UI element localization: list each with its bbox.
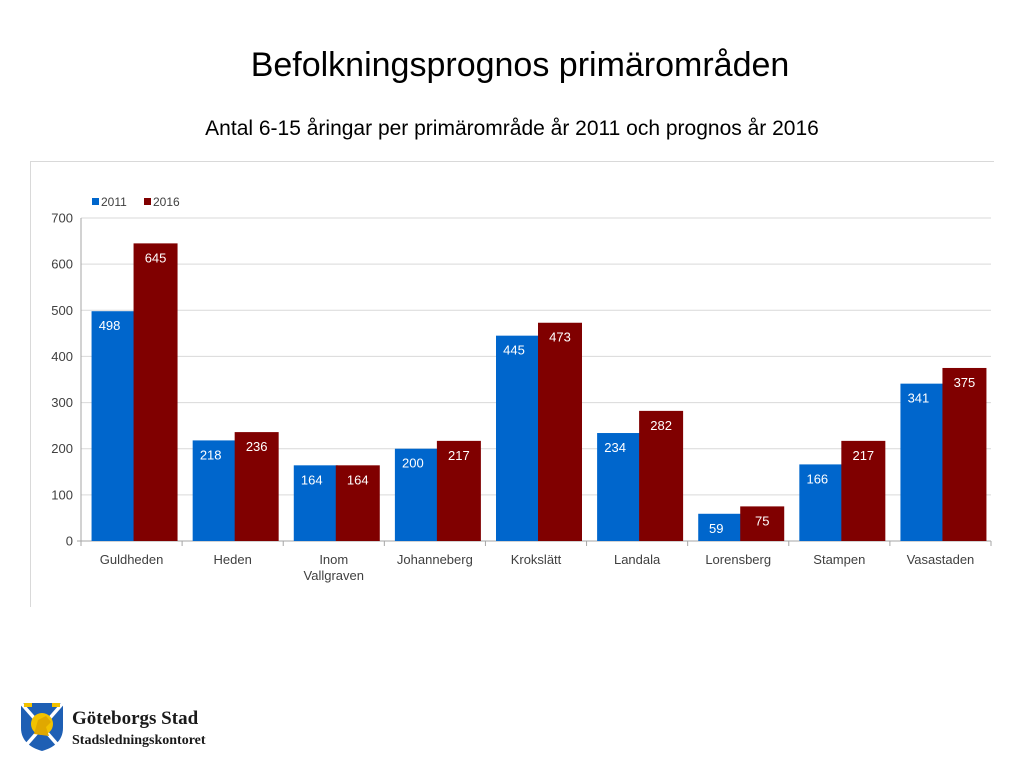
data-label: 282	[650, 418, 672, 433]
data-label: 75	[755, 513, 769, 528]
bar-2011	[900, 383, 945, 541]
y-tick-label: 500	[51, 303, 73, 318]
bar-2011	[293, 465, 338, 541]
x-tick-label: Stampen	[813, 552, 865, 567]
data-label: 645	[145, 250, 167, 265]
legend-swatch	[144, 198, 151, 205]
bar-2011	[91, 311, 136, 541]
x-tick-label: Lorensberg	[705, 552, 771, 567]
data-label: 166	[806, 471, 828, 486]
legend-label: 2011	[101, 195, 127, 209]
bar-chart: 0 100 200 300 400 500 600 700 498 645 Guldheden 218…	[51, 195, 992, 583]
x-tick-label: Krokslätt	[511, 552, 562, 567]
y-tick-label: 400	[51, 349, 73, 364]
legend-swatch	[92, 198, 99, 205]
bar-2016	[942, 367, 987, 541]
x-tick-label: Vallgraven	[304, 568, 364, 583]
chart-frame: 0 100 200 300 400 500 600 700 498 645 Guldheden 218…	[30, 161, 994, 607]
bar-2011	[192, 440, 237, 541]
data-label: 217	[448, 448, 470, 463]
org-department: Stadsledningskontoret	[72, 733, 206, 748]
y-tick-label: 0	[66, 534, 73, 549]
y-tick-label: 100	[51, 487, 73, 502]
bar-2016	[133, 243, 178, 541]
data-label: 218	[200, 447, 222, 462]
bar-2016	[639, 410, 684, 541]
data-label: 236	[246, 439, 268, 454]
bar-2011	[394, 448, 439, 541]
legend-label: 2016	[153, 195, 180, 209]
data-label: 498	[99, 318, 121, 333]
data-label: 341	[908, 391, 930, 406]
bar-2011	[496, 335, 540, 541]
org-name: Göteborgs Stad	[72, 708, 199, 729]
x-tick-label: Guldheden	[100, 552, 164, 567]
bar-2011	[597, 433, 642, 541]
y-tick-label: 600	[51, 257, 73, 272]
y-tick-label: 700	[51, 211, 73, 226]
data-label: 200	[402, 456, 424, 471]
bar-2011	[799, 464, 844, 541]
y-tick-label: 300	[51, 395, 73, 410]
slide-subtitle: Antal 6-15 åringar per primärområde år 2…	[205, 117, 819, 140]
x-tick-label: Landala	[614, 552, 661, 567]
data-label: 164	[301, 472, 323, 487]
bar-2016	[740, 506, 785, 541]
slide-title: Befolkningsprognos primärområden	[250, 46, 790, 84]
bar-2016	[335, 465, 380, 541]
bar-2016	[841, 440, 886, 541]
y-tick-label: 200	[51, 441, 73, 456]
gothenburg-coat-of-arms-logo	[19, 701, 65, 752]
data-label: 375	[954, 375, 976, 390]
data-label: 59	[709, 521, 723, 536]
x-tick-label: Vasastaden	[907, 552, 975, 567]
data-label: 164	[347, 472, 369, 487]
x-tick-label: Johanneberg	[397, 552, 473, 567]
x-tick-label: Inom	[319, 552, 348, 567]
data-label: 234	[604, 440, 626, 455]
bar-2016	[538, 322, 582, 541]
bar-2011	[698, 513, 743, 541]
bar-2016	[436, 440, 481, 541]
x-tick-label: Heden	[214, 552, 252, 567]
data-label: 217	[852, 448, 874, 463]
data-label: 445	[503, 343, 525, 358]
data-label: 473	[549, 330, 571, 345]
bar-2016	[234, 432, 279, 541]
